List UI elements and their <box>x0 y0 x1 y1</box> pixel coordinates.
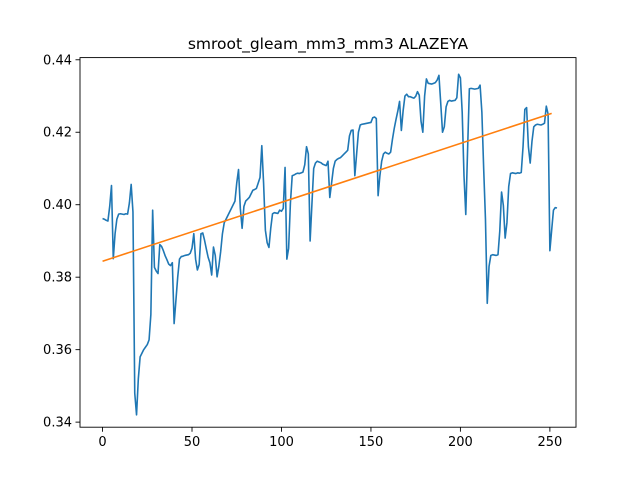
y-tick-label: 0.38 <box>43 271 72 286</box>
y-axis: 0.34 0.36 0.38 0.40 0.42 0.44 <box>43 53 80 431</box>
x-axis: 0 50 100 150 200 250 <box>98 427 562 450</box>
x-tick-label: 0 <box>98 435 106 450</box>
y-tick-label: 0.42 <box>43 126 72 141</box>
y-tick-label: 0.40 <box>43 198 72 213</box>
y-tick-label: 0.36 <box>43 343 72 358</box>
chart-title: smroot_gleam_mm3_mm3 ALAZEYA <box>188 35 469 54</box>
x-tick-label: 100 <box>269 435 294 450</box>
x-tick-label: 150 <box>359 435 384 450</box>
y-tick-label: 0.34 <box>43 416 72 431</box>
x-tick-label: 200 <box>448 435 473 450</box>
series-line <box>102 73 558 416</box>
x-tick-label: 250 <box>537 435 562 450</box>
y-tick-label: 0.44 <box>43 53 72 68</box>
axes-frame <box>79 57 577 428</box>
trend-line <box>102 112 552 262</box>
x-tick-label: 50 <box>184 435 201 450</box>
plot-area <box>102 73 558 416</box>
